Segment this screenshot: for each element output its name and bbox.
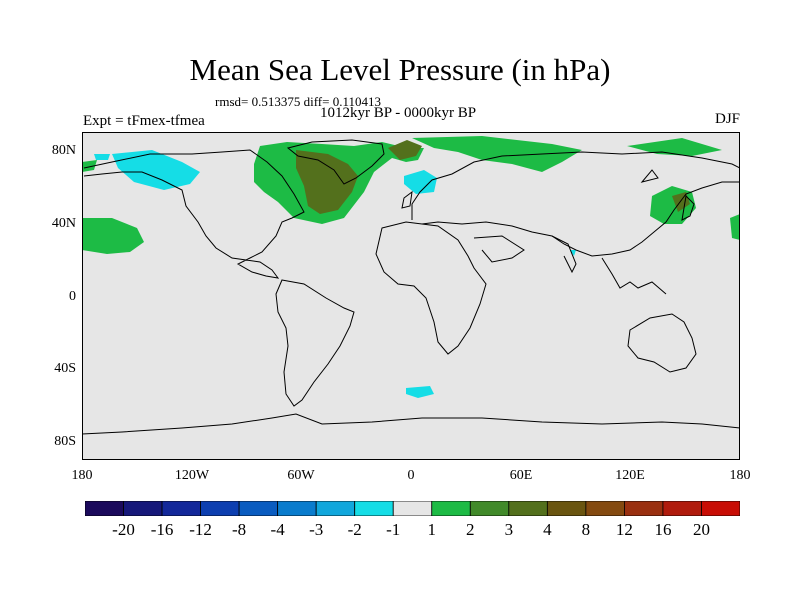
lon-tick-120e: 120E xyxy=(615,468,645,483)
lat-tick-0: 0 xyxy=(69,289,76,304)
lat-tick-40n: 40N xyxy=(51,216,76,231)
colorbar-label: 16 xyxy=(654,520,672,539)
colorbar-label: -2 xyxy=(347,520,362,539)
coast-africa xyxy=(375,221,487,355)
experiment-label: Expt = tFmex-tfmea xyxy=(83,113,205,129)
cyan-dot-nw xyxy=(94,154,110,160)
colorbar-label: -8 xyxy=(232,520,247,539)
colorbar-label: -3 xyxy=(309,520,324,539)
green-pacific-east xyxy=(82,218,144,254)
lat-tick-80n: 80N xyxy=(51,143,76,158)
colorbar-box xyxy=(85,501,124,516)
green-siberia xyxy=(627,138,722,156)
map-title: Mean Sea Level Pressure (in hPa) xyxy=(189,52,611,87)
colorbar-label: -1 xyxy=(386,520,401,539)
stats-line: rmsd= 0.513375 diff= 0.110413 xyxy=(215,94,381,109)
colorbar-box xyxy=(354,501,394,516)
lat-tick-80s: 80S xyxy=(54,434,76,449)
colorbar-box xyxy=(508,501,548,516)
lon-tick-180-east: 180 xyxy=(729,468,751,483)
colorbar-box xyxy=(624,501,664,516)
cyan-southern xyxy=(406,386,434,398)
colorbar-label: 12 xyxy=(615,520,633,539)
coast-south-america xyxy=(275,279,355,407)
coast-australia xyxy=(627,313,697,373)
colorbar-label: -16 xyxy=(150,520,174,539)
anomaly-negative-1to2 xyxy=(94,150,576,398)
coastlines xyxy=(82,139,740,435)
colorbar-box xyxy=(123,501,163,516)
coast-greenland xyxy=(286,139,385,185)
coast-uk-japan xyxy=(401,169,695,221)
colorbar-label: 1 xyxy=(427,520,437,539)
colorbar-box xyxy=(469,501,510,516)
lat-tick-40s: 40S xyxy=(54,361,76,376)
coast-eurasia xyxy=(411,151,740,257)
lon-tick-60e: 60E xyxy=(509,468,533,483)
coast-se-asia xyxy=(601,257,667,295)
map-border xyxy=(82,132,740,460)
colorbar-label: -4 xyxy=(270,520,285,539)
lon-tick-180-west: 180 xyxy=(71,468,93,483)
green-alaska xyxy=(82,160,97,172)
anomaly-positive-2to3 xyxy=(296,140,690,214)
colorbar-box xyxy=(662,501,702,516)
coast-arabia-india xyxy=(473,235,577,274)
season-label: DJF xyxy=(714,111,740,127)
lon-tick-60w: 60W xyxy=(287,468,315,483)
colorbar-box xyxy=(546,501,587,516)
colorbar-box xyxy=(701,501,740,516)
cyan-bering xyxy=(112,150,200,190)
period-label: 1012kyr BP - 0000kyr BP xyxy=(320,105,477,121)
colorbar-box xyxy=(277,501,317,516)
cyan-scandinavia xyxy=(404,170,437,194)
colorbar-box xyxy=(431,501,471,516)
pressure-map xyxy=(82,132,740,460)
colorbar-box xyxy=(392,501,433,516)
colorbar-label: 20 xyxy=(692,520,710,539)
colorbar-label: 4 xyxy=(543,520,552,539)
colorbar-box xyxy=(238,501,279,516)
coast-north-america xyxy=(83,149,305,279)
colorbar-label: 8 xyxy=(581,520,591,539)
colorbar-label: 2 xyxy=(466,520,475,539)
lon-tick-120w: 120W xyxy=(174,468,210,483)
olive-labrador xyxy=(296,150,358,214)
olive-greenland-sea xyxy=(388,140,422,160)
green-pacific-west xyxy=(730,214,740,240)
lon-tick-0: 0 xyxy=(407,468,415,483)
colorbar-box xyxy=(200,501,240,516)
coast-antarctica xyxy=(82,413,740,435)
colorbar-box xyxy=(161,501,201,516)
colorbar-label: -20 xyxy=(112,520,135,539)
colorbar xyxy=(85,501,740,516)
colorbar-label: -12 xyxy=(189,520,212,539)
green-eurasia xyxy=(412,136,582,172)
colorbar-box xyxy=(315,501,356,516)
colorbar-box xyxy=(585,501,625,516)
colorbar-label: 3 xyxy=(504,520,514,539)
